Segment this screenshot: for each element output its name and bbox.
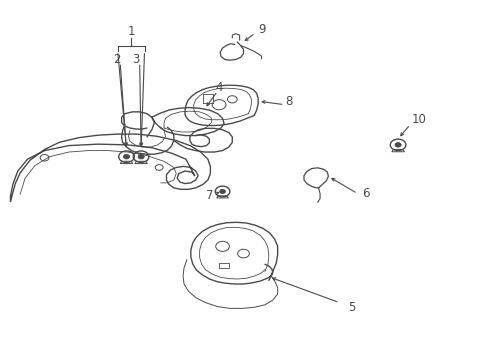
Text: 1: 1 <box>127 26 135 39</box>
Text: 3: 3 <box>132 53 140 66</box>
Text: 4: 4 <box>215 81 223 94</box>
Text: 8: 8 <box>285 95 292 108</box>
Circle shape <box>394 143 400 147</box>
Text: 9: 9 <box>257 23 265 36</box>
Text: 7: 7 <box>205 189 213 202</box>
Circle shape <box>123 154 129 159</box>
Circle shape <box>219 189 225 194</box>
Text: 2: 2 <box>113 53 120 66</box>
Text: 10: 10 <box>411 113 426 126</box>
Text: 5: 5 <box>347 301 355 314</box>
Circle shape <box>138 154 144 159</box>
Text: 6: 6 <box>361 187 368 200</box>
